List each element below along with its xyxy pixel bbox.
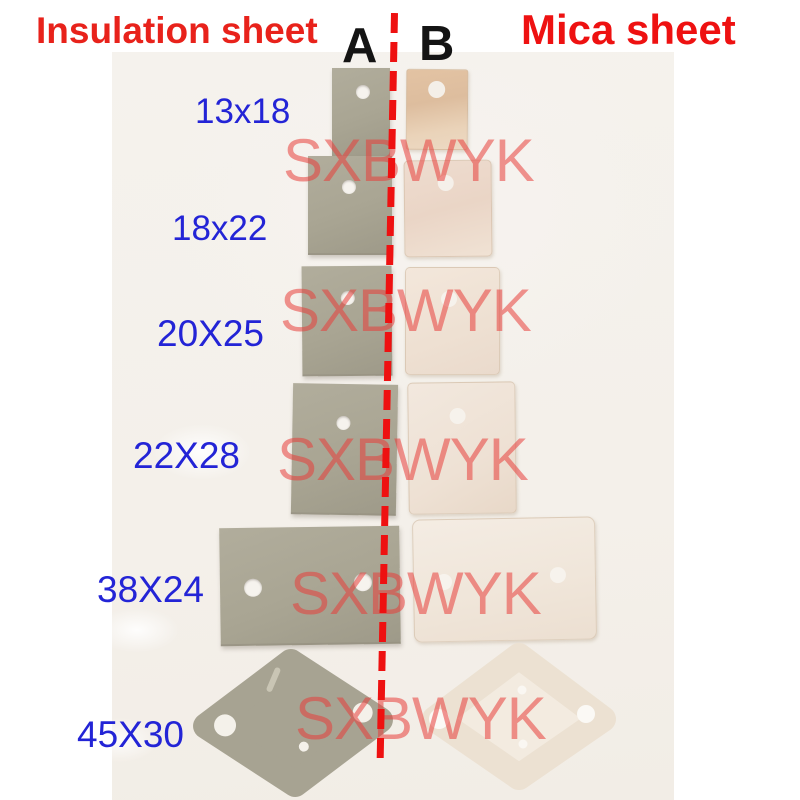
insulation-sheet-18x22 (308, 156, 392, 255)
mica-sheet-20x25 (405, 267, 500, 375)
insulation-sheet-13x18 (332, 68, 390, 158)
size-label-18x22: 18x22 (172, 209, 268, 248)
size-label-38x24: 38X24 (97, 569, 204, 610)
size-label-22x28: 22X28 (133, 435, 240, 476)
mounting-hole (356, 85, 370, 99)
mounting-hole (342, 180, 356, 194)
mounting-hole (549, 566, 567, 584)
watermark-text: SXBWYK (280, 277, 532, 344)
column-b-label: B (419, 17, 455, 71)
watermark-text: SXBWYK (277, 426, 529, 493)
mica-sheet-title: Mica sheet (521, 6, 736, 53)
mounting-hole (449, 407, 466, 425)
watermark-text: SXBWYK (290, 560, 542, 627)
size-label-45x30: 45X30 (77, 714, 184, 755)
watermark-text: SXBWYK (295, 685, 547, 752)
size-label-20x25: 20X25 (157, 313, 264, 354)
column-a-label: A (342, 19, 378, 73)
mica-sheet-45x30-diamond (422, 643, 616, 790)
mounting-hole (428, 80, 446, 99)
mounting-hole (441, 291, 457, 307)
watermark-text: SXBWYK (283, 127, 535, 194)
mounting-hole (243, 578, 263, 597)
size-label-13x18: 13x18 (195, 92, 291, 131)
insulation-sheet-title: Insulation sheet (36, 10, 318, 51)
